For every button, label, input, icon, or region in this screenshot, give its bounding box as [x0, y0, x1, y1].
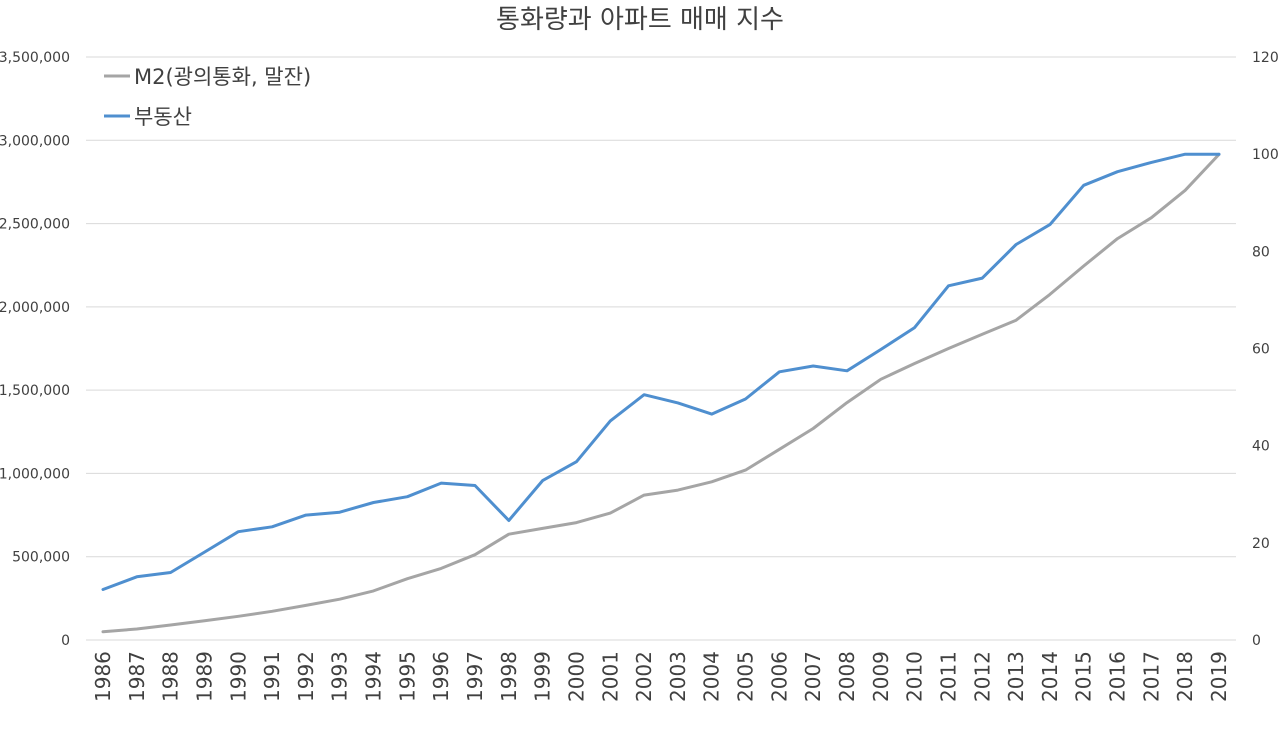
right-y-tick-label: 60 — [1252, 342, 1270, 358]
legend-label-realestate: 부동산 — [134, 105, 192, 129]
right-y-tick-label: 0 — [1252, 633, 1261, 649]
left-y-tick-label: 500,000 — [12, 550, 70, 566]
x-tick-label: 2019 — [1207, 651, 1231, 702]
x-tick-label: 2005 — [734, 651, 758, 702]
left-y-axis: 0 500,000 1,000,000 1,500,000 2,000,000 2,500… — [0, 50, 70, 649]
x-tick-label: 1992 — [294, 651, 318, 702]
x-axis: 1986 1987 1988 1989 1990 1991 1992 1993 1994 1995… — [91, 651, 1231, 702]
left-y-tick-label: 1,000,000 — [0, 466, 70, 482]
left-y-tick-label: 3,000,000 — [0, 133, 70, 149]
right-y-tick-label: 40 — [1252, 439, 1270, 455]
x-tick-label: 2004 — [700, 651, 724, 702]
left-y-tick-label: 0 — [61, 633, 70, 649]
right-y-tick-label: 20 — [1252, 536, 1270, 552]
series-lines — [101, 152, 1221, 634]
right-y-tick-label: 80 — [1252, 244, 1270, 260]
left-y-tick-label: 2,500,000 — [0, 217, 70, 233]
x-tick-label: 2002 — [632, 651, 656, 702]
right-y-axis: 0 20 40 60 80 100 120 — [1252, 50, 1279, 649]
x-tick-label: 1991 — [260, 651, 284, 702]
right-y-tick-label: 100 — [1252, 147, 1279, 163]
left-y-tick-label: 1,500,000 — [0, 383, 70, 399]
x-tick-label: 1998 — [497, 651, 521, 702]
legend: M2(광의통화, 말잔) 부동산 — [104, 65, 311, 129]
x-tick-label: 2001 — [598, 651, 622, 702]
right-y-tick-label: 120 — [1252, 50, 1279, 66]
x-tick-label: 2011 — [936, 651, 960, 702]
x-tick-label: 1986 — [91, 651, 115, 702]
x-tick-label: 2000 — [564, 651, 588, 702]
x-tick-label: 2014 — [1038, 651, 1062, 702]
legend-label-m2: M2(광의통화, 말잔) — [134, 65, 311, 89]
x-tick-label: 1997 — [463, 651, 487, 702]
series-line-m2 — [101, 152, 1221, 634]
x-tick-label: 1993 — [328, 651, 352, 702]
chart-title: 통화량과 아파트 매매 지수 — [496, 5, 784, 35]
x-tick-label: 2009 — [869, 651, 893, 702]
left-y-tick-label: 3,500,000 — [0, 50, 70, 66]
x-tick-label: 1988 — [159, 651, 183, 702]
x-tick-label: 1989 — [192, 651, 216, 702]
gridlines — [86, 56, 1236, 641]
x-tick-label: 1987 — [125, 651, 149, 702]
x-tick-label: 1996 — [429, 651, 453, 702]
x-tick-label: 2008 — [835, 651, 859, 702]
x-tick-label: 2010 — [903, 651, 927, 702]
x-tick-label: 1990 — [226, 651, 250, 702]
x-tick-label: 1995 — [395, 651, 419, 702]
left-y-tick-label: 2,000,000 — [0, 300, 70, 316]
x-tick-label: 2007 — [801, 651, 825, 702]
x-tick-label: 2016 — [1106, 651, 1130, 702]
x-tick-label: 2015 — [1072, 651, 1096, 702]
x-tick-label: 2018 — [1173, 651, 1197, 702]
x-tick-label: 2003 — [666, 651, 690, 702]
x-tick-label: 2012 — [970, 651, 994, 702]
x-tick-label: 2013 — [1004, 651, 1028, 702]
x-tick-label: 2017 — [1139, 651, 1163, 702]
x-tick-label: 2006 — [767, 651, 791, 702]
x-tick-label: 1999 — [531, 651, 555, 702]
x-tick-label: 1994 — [362, 651, 386, 702]
series-line-realestate — [101, 152, 1221, 591]
